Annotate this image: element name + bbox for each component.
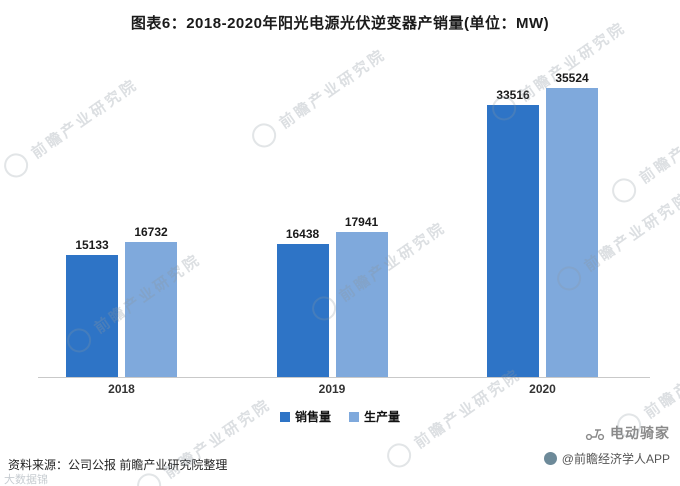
value-label: 16438 — [285, 227, 320, 241]
source-note: 资料来源：公司公报 前瞻产业研究院整理 — [8, 458, 228, 472]
legend-item-生产量: 生产量 — [349, 408, 400, 425]
legend-item-销售量: 销售量 — [279, 408, 331, 425]
x-tick-2018: 2018 — [108, 382, 135, 396]
bar-column: 16438 — [276, 52, 329, 378]
bar-column: 15133 — [66, 52, 118, 378]
x-axis-line — [38, 377, 650, 378]
bar-column: 16732 — [125, 52, 177, 378]
value-label: 33516 — [496, 88, 530, 102]
bar-生产量-2018 — [125, 242, 177, 378]
bar-销售量-2018 — [66, 255, 118, 378]
brand-row: 电动骑家 — [585, 423, 670, 443]
corner-watermark: 大数据锦 — [4, 474, 48, 486]
chart-title: 图表6：2018-2020年阳光电源光伏逆变器产销量(单位：MW) — [130, 15, 550, 32]
value-label: 16732 — [134, 225, 168, 239]
bar-groups: 15133 16732 16438 17941 33516 35524 — [0, 52, 680, 378]
credit-text: @前瞻经济学人APP — [561, 452, 670, 466]
credit-row: @前瞻经济学人APP — [543, 450, 670, 467]
watermark-logo-icon — [382, 438, 416, 473]
x-axis-tick-labels: 2018 2019 2020 — [0, 382, 680, 396]
value-label: 17941 — [344, 215, 379, 229]
legend-swatch — [279, 411, 290, 422]
value-label: 35524 — [555, 71, 589, 85]
bar-group-2019: 16438 17941 — [276, 52, 388, 378]
bar-销售量-2020 — [487, 105, 539, 378]
plot-area: 15133 16732 16438 17941 33516 35524 — [0, 52, 680, 378]
value-label: 15133 — [75, 238, 109, 252]
x-tick-2020: 2020 — [529, 382, 556, 396]
bar-column: 17941 — [335, 52, 388, 378]
bar-group-2020: 33516 35524 — [487, 52, 598, 378]
bar-group-2018: 15133 16732 — [66, 52, 177, 378]
bar-销售量-2019 — [276, 244, 329, 378]
x-tick-2019: 2019 — [318, 382, 346, 396]
bar-column: 35524 — [546, 52, 598, 378]
legend-label: 生产量 — [364, 410, 401, 424]
legend-swatch — [349, 411, 359, 422]
legend-label: 销售量 — [294, 410, 331, 424]
brand-name: 电动骑家 — [610, 425, 670, 441]
legend: 销售量 生产量 — [0, 408, 680, 425]
bar-生产量-2019 — [335, 232, 388, 378]
bar-column: 33516 — [487, 52, 539, 378]
bar-生产量-2020 — [546, 88, 598, 378]
qianzhan-logo-icon — [543, 452, 557, 465]
scooter-icon — [585, 429, 605, 440]
branding-block: 电动骑家 @前瞻经济学人APP — [543, 423, 670, 467]
